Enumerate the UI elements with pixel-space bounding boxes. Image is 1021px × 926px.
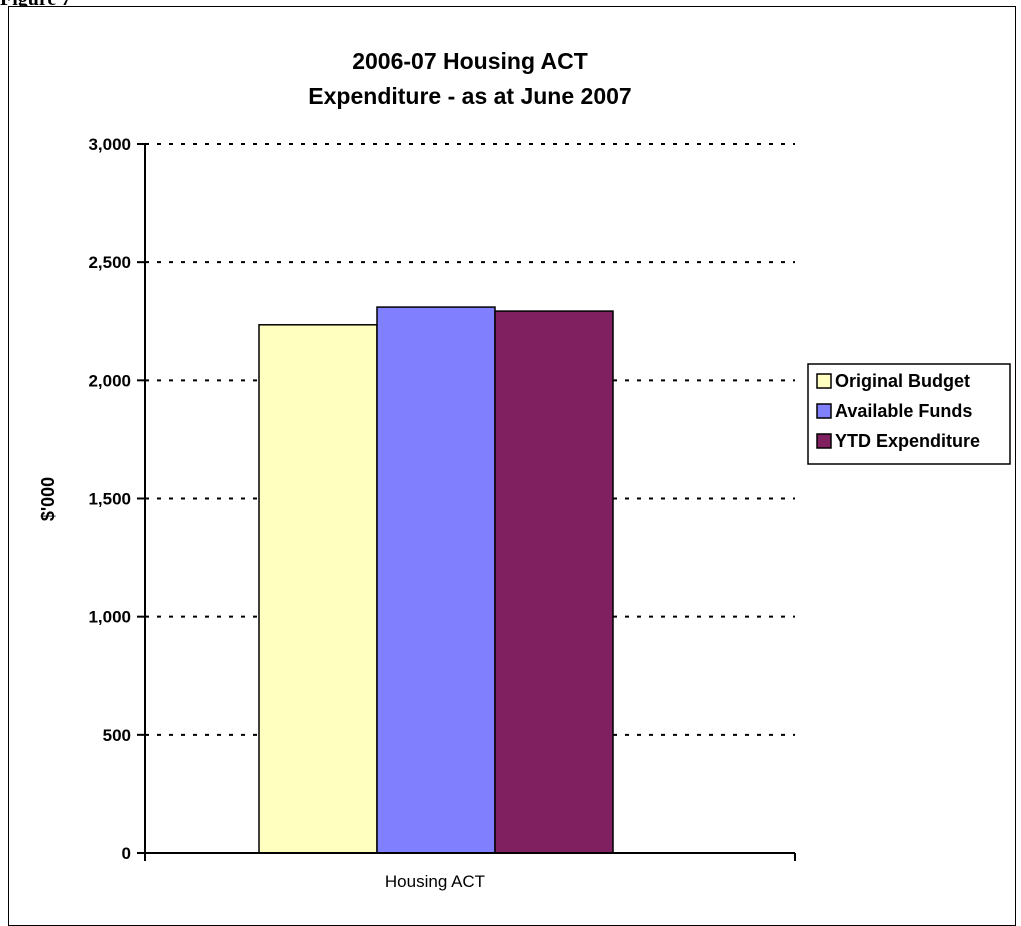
legend-label-original-budget: Original Budget xyxy=(835,371,970,391)
axes xyxy=(137,143,796,861)
y-tick-label: 2,000 xyxy=(88,371,131,390)
legend: Original Budget Available Funds YTD Expend… xyxy=(807,363,1011,465)
y-tick-label: 1,500 xyxy=(88,490,131,509)
legend-label-available-funds: Available Funds xyxy=(835,401,972,421)
bar-available-funds xyxy=(376,306,496,854)
figure-label: Figure 7 xyxy=(0,0,71,11)
bars xyxy=(258,306,614,854)
y-tick-label: 3,000 xyxy=(88,135,131,154)
chart-title-line-2: Expenditure - as at June 2007 xyxy=(308,83,631,109)
y-tick-label: 2,500 xyxy=(88,253,131,272)
y-tick-labels: 0 500 1,000 1,500 2,000 2,500 3,000 xyxy=(88,135,131,863)
legend-swatch-ytd-expenditure xyxy=(816,433,832,449)
x-category-label: Housing ACT xyxy=(385,872,485,891)
legend-swatch-available-funds xyxy=(816,403,832,419)
legend-box xyxy=(807,363,1011,465)
bar-ytd-expenditure xyxy=(494,310,614,854)
legend-label-ytd-expenditure: YTD Expenditure xyxy=(835,431,980,451)
legend-swatch-original-budget xyxy=(816,373,832,389)
chart-title-line-1: 2006-07 Housing ACT xyxy=(352,48,588,74)
y-tick-label: 0 xyxy=(122,844,131,863)
y-axis-label: $'000 xyxy=(38,477,58,521)
y-tick-label: 500 xyxy=(103,726,131,745)
x-category-labels: Housing ACT xyxy=(385,872,485,891)
y-tick-label: 1,000 xyxy=(88,608,131,627)
chart-title: 2006-07 Housing ACT Expenditure - as at … xyxy=(308,48,631,109)
bar-original-budget xyxy=(258,324,378,854)
